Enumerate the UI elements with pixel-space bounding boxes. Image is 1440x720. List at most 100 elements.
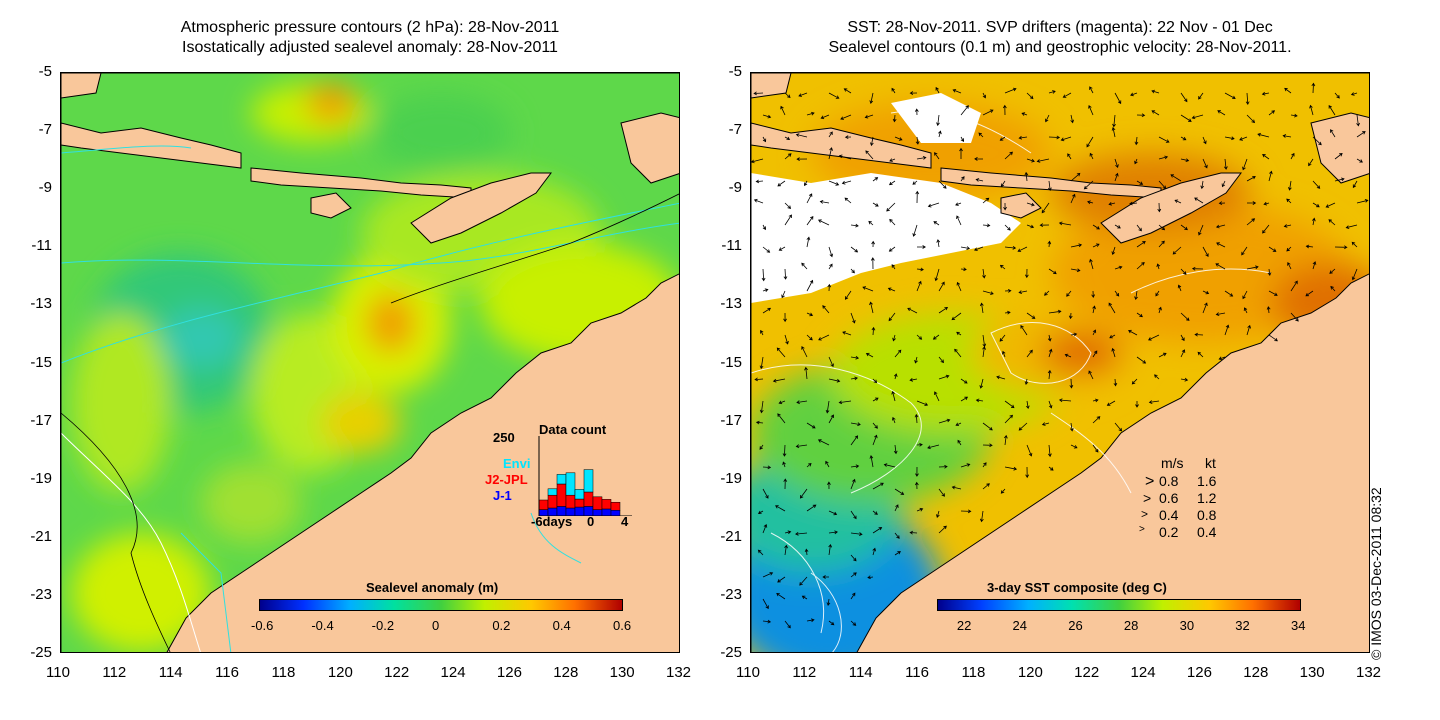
velocity-arrow	[838, 400, 852, 405]
velocity-arrow	[1180, 92, 1188, 103]
velocity-arrow	[883, 463, 896, 468]
histogram-bar-j1	[574, 506, 585, 516]
velocity-arrow	[1202, 158, 1208, 169]
velocity-arrow	[936, 114, 940, 127]
velocity-arrow	[952, 89, 962, 94]
histogram-bar-envi	[547, 488, 558, 496]
velocity-arrow	[1217, 110, 1226, 116]
y-axis-label: -13	[720, 295, 742, 313]
y-axis-label: -21	[30, 527, 52, 545]
velocity-arrow	[1047, 180, 1052, 192]
velocity-arrow	[982, 483, 990, 490]
velocity-arrow	[850, 510, 857, 520]
velocity-arrow	[1266, 306, 1271, 314]
anomaly-field	[71, 83, 679, 652]
velocity-arrow	[1092, 243, 1100, 248]
velocity-arrow	[915, 136, 920, 145]
velocity-arrow	[1112, 114, 1116, 128]
velocity-arrow	[915, 190, 920, 204]
velocity-arrow	[1106, 400, 1116, 406]
velocity-arrow	[1091, 290, 1096, 298]
x-axis-label: 110	[736, 664, 760, 681]
velocity-arrow	[1087, 200, 1094, 205]
velocity-arrow	[806, 618, 815, 623]
velocity-arrow	[1157, 202, 1162, 213]
sumba-island	[310, 192, 352, 219]
velocity-arrow	[996, 375, 1006, 380]
velocity-arrow	[850, 246, 859, 253]
velocity-arrow	[1092, 416, 1101, 424]
velocity-arrow	[1198, 224, 1204, 236]
sst-colorbar	[937, 599, 1301, 611]
velocity-arrow	[1018, 422, 1028, 431]
velocity-arrow	[806, 279, 814, 292]
velocity-arrow	[916, 267, 924, 272]
velocity-arrow	[1290, 152, 1295, 160]
velocity-arrow	[1000, 180, 1006, 188]
legend-j2-jpl: J2-JPL	[485, 472, 528, 487]
velocity-arrow	[1356, 199, 1369, 204]
velocity-arrow	[1268, 246, 1277, 252]
velocity-arrow	[891, 390, 896, 402]
velocity-arrow	[762, 598, 769, 610]
velocity-arrow	[1047, 369, 1052, 380]
velocity-arrow	[761, 268, 766, 282]
histogram-bar-j2	[574, 498, 585, 508]
velocity-arrow	[1136, 312, 1143, 318]
velocity-arrow	[1288, 180, 1292, 191]
x-axis-label: 118	[961, 664, 986, 681]
velocity-arrow	[1284, 87, 1292, 94]
velocity-arrow	[1048, 348, 1053, 358]
velocity-arrow	[1158, 180, 1167, 190]
velocity-arrow	[1287, 261, 1292, 270]
velocity-arrow	[799, 488, 808, 499]
velocity-arrow	[894, 551, 901, 556]
velocity-arrow	[1151, 89, 1160, 94]
velocity-arrow	[1223, 158, 1228, 170]
velocity-arrow	[869, 92, 874, 104]
velocity-arrow	[892, 334, 896, 342]
velocity-arrow	[1048, 309, 1062, 314]
velocity-arrow	[781, 290, 786, 299]
velocity-arrow	[828, 620, 835, 626]
legend-speed-kt: 0.4	[1197, 524, 1217, 540]
velocity-arrow	[795, 531, 808, 536]
velocity-arrow	[1048, 400, 1053, 409]
velocity-arrow	[1216, 242, 1226, 248]
velocity-arrow	[1290, 113, 1298, 118]
velocity-arrow	[1218, 201, 1226, 206]
velocity-arrow	[806, 236, 811, 248]
velocity-arrow	[1004, 466, 1018, 471]
y-axis-label: -9	[728, 179, 742, 197]
velocity-arrow	[862, 286, 874, 292]
y-axis-label: -5	[38, 63, 52, 80]
velocity-arrow	[1191, 266, 1204, 271]
velocity-arrow	[784, 214, 792, 226]
velocity-arrow	[1092, 350, 1098, 358]
velocity-arrow	[960, 176, 965, 182]
velocity-arrow	[838, 154, 852, 160]
velocity-arrow	[974, 157, 984, 161]
velocity-arrow	[784, 530, 792, 535]
velocity-arrow	[1312, 136, 1322, 146]
velocity-arrow	[888, 180, 896, 186]
velocity-arrow	[755, 179, 764, 184]
velocity-arrow	[1311, 82, 1316, 94]
velocity-arrow	[1114, 92, 1122, 105]
velocity-arrow	[762, 523, 768, 534]
velocity-arrow	[751, 158, 764, 164]
histogram-bar-j2	[556, 483, 567, 507]
velocity-arrow	[914, 108, 919, 116]
legend-speed-ms: 0.6	[1159, 490, 1179, 506]
velocity-arrow	[762, 307, 772, 314]
velocity-arrow	[1312, 202, 1320, 208]
velocity-arrow	[1221, 180, 1226, 188]
velocity-arrow	[1048, 90, 1056, 94]
velocity-arrow	[1047, 444, 1052, 458]
velocity-arrow	[1345, 224, 1358, 229]
velocity-arrow	[784, 544, 788, 556]
velocity-arrow	[1242, 158, 1248, 171]
velocity-arrow	[776, 347, 786, 358]
velocity-arrow	[1026, 224, 1035, 229]
velocity-arrow	[1268, 334, 1278, 342]
